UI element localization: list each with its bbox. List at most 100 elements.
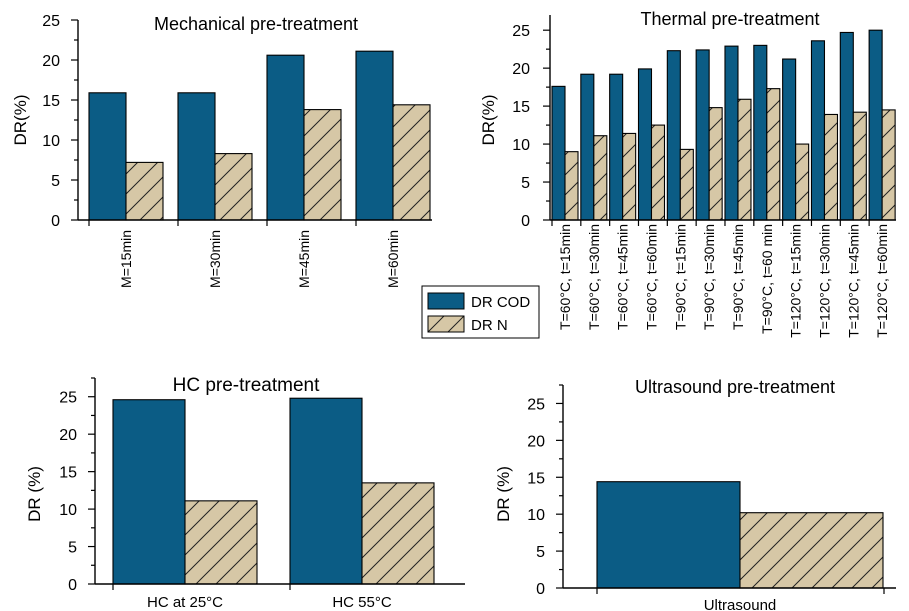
y-axis-label: DR(%) (479, 95, 498, 146)
mechanical-pretreatment-chart: Mechanical pre-treatment DR(%) M=15min M=… (11, 13, 432, 288)
x-tick-label: T=60°C, t=60min (644, 224, 660, 330)
bar-dr-cod (596, 481, 741, 589)
legend-label-dr-n: DR N (471, 317, 508, 334)
legend: DR COD DR N (421, 285, 540, 339)
bar-dr-cod (782, 58, 797, 221)
y-tick-label: 25 (59, 390, 77, 407)
y-tick-label: 25 (512, 23, 530, 40)
legend-swatch-dr-n (427, 315, 465, 333)
hc-pretreatment-chart: HC pre-treatment DR (%) HC at 25°C HC 55°… (25, 375, 465, 611)
bar-dr-n (737, 98, 752, 221)
bar-dr-n (125, 161, 164, 221)
bar-dr-n (622, 132, 637, 221)
bar-dr-cod (810, 40, 826, 221)
chart-title: Thermal pre-treatment (640, 9, 819, 29)
bar-dr-cod (177, 92, 216, 221)
x-tick-label: HC at 25°C (147, 594, 223, 611)
y-tick-label: 10 (59, 502, 77, 519)
x-tick-label: T=60°C, t=45min (615, 224, 631, 330)
y-tick-label: 5 (51, 173, 60, 190)
y-tick-label: 15 (59, 465, 77, 482)
bar-dr-n (823, 113, 839, 221)
x-tick-label: T=120°C, t=30min (817, 224, 833, 338)
bar-dr-cod (266, 54, 305, 221)
chart-title: Ultrasound pre-treatment (635, 377, 835, 397)
y-tick-label: 15 (527, 470, 545, 487)
bar-dr-n (564, 151, 579, 221)
y-axis-label: DR (%) (25, 466, 44, 522)
bar-dr-cod (551, 85, 566, 221)
x-tick-label: M=45min (296, 230, 312, 288)
bar-dr-n (184, 500, 258, 585)
y-tick-label: 10 (527, 507, 545, 524)
x-tick-label: T=60°C, t=15min (557, 224, 573, 330)
y-tick-label: 0 (536, 581, 545, 598)
y-tick-label: 20 (42, 53, 60, 70)
x-tick-label: T=90°C, t=30min (701, 224, 717, 330)
x-tick-label: M=60min (385, 230, 401, 288)
bar-dr-cod (666, 50, 681, 221)
bar-dr-n (214, 153, 253, 221)
bar-dr-cod (112, 399, 186, 585)
x-tick-label: T=90°C, t=45min (730, 224, 746, 330)
legend-label-dr-cod: DR COD (471, 294, 530, 311)
y-tick-label: 20 (527, 433, 545, 450)
bar-dr-cod (637, 68, 653, 221)
bar-dr-n (708, 107, 723, 221)
bar-dr-cod (355, 50, 394, 221)
x-tick-label: Ultrasound (704, 597, 777, 611)
bar-dr-n (766, 88, 781, 221)
bar-dr-n (679, 148, 694, 221)
ultrasound-pretreatment-chart: Ultrasound pre-treatment DR (%) Ultrasou… (494, 377, 896, 611)
y-tick-label: 20 (512, 61, 530, 78)
y-tick-label: 0 (51, 213, 60, 230)
y-axis-label: DR(%) (11, 95, 30, 146)
x-tick-label: T=120°C, t=15min (788, 224, 804, 338)
bar-dr-cod (289, 397, 363, 585)
y-tick-label: 15 (512, 99, 530, 116)
x-tick-label: T=90°C, t=15min (672, 224, 688, 330)
bar-dr-n (852, 111, 867, 221)
y-tick-label: 10 (512, 137, 530, 154)
bar-dr-cod (724, 45, 739, 221)
bar-dr-cod (609, 73, 624, 221)
y-tick-label: 20 (59, 427, 77, 444)
bar-dr-n (881, 109, 896, 221)
x-tick-label: M=30min (207, 230, 223, 288)
bar-dr-cod (695, 49, 710, 221)
y-tick-label: 25 (527, 397, 545, 414)
bar-dr-cod (580, 73, 595, 221)
bar-dr-n (739, 512, 884, 589)
legend-item-dr-n: DR N (427, 315, 508, 334)
y-tick-label: 25 (42, 13, 60, 30)
bar-dr-n (303, 109, 342, 221)
y-tick-label: 10 (42, 133, 60, 150)
bar-dr-cod (88, 92, 127, 221)
y-tick-label: 5 (68, 540, 77, 557)
x-tick-label: T=120°C, t=60min (874, 224, 890, 338)
x-tick-label: M=15min (118, 230, 134, 288)
y-tick-label: 0 (521, 213, 530, 230)
y-tick-label: 0 (68, 577, 77, 594)
bar-dr-n (650, 124, 666, 221)
bar-dr-n (392, 104, 431, 221)
x-tick-label: HC 55°C (332, 594, 392, 611)
bar-dr-cod (753, 44, 768, 221)
bar-dr-n (795, 143, 810, 221)
x-tick-label: T=120°C, t=45min (845, 224, 861, 338)
bar-dr-n (593, 135, 608, 221)
y-axis-label: DR (%) (494, 466, 513, 522)
y-tick-label: 5 (521, 175, 530, 192)
chart-title: HC pre-treatment (173, 375, 320, 396)
y-tick-label: 15 (42, 93, 60, 110)
x-tick-label: T=90°C, t=60 min (759, 224, 775, 334)
bar-dr-cod (868, 29, 883, 221)
chart-title: Mechanical pre-treatment (154, 14, 358, 34)
x-tick-label: T=60°C, t=30min (586, 224, 602, 330)
legend-swatch-dr-cod (427, 292, 465, 310)
bar-dr-cod (839, 31, 854, 221)
y-tick-label: 5 (536, 544, 545, 561)
legend-item-dr-cod: DR COD (427, 292, 530, 311)
bar-dr-n (361, 482, 435, 585)
